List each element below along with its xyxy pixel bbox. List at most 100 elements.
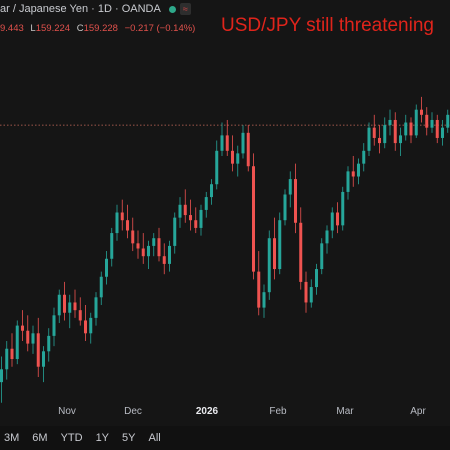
candle-body <box>162 256 166 264</box>
candle-body <box>404 122 408 136</box>
candle-body <box>52 315 56 336</box>
candle-body <box>0 369 3 383</box>
candle-body <box>168 245 171 264</box>
candle-body <box>131 230 135 244</box>
candle-body <box>189 215 192 221</box>
range-6m-button[interactable]: 6M <box>32 432 48 444</box>
candle-body <box>288 179 292 195</box>
candle-body <box>136 243 140 249</box>
range-ytd-button[interactable]: YTD <box>60 432 83 444</box>
time-label-dec: Dec <box>124 406 142 417</box>
candle-body <box>278 220 282 270</box>
candle-body <box>435 119 439 138</box>
candle-body <box>5 348 9 370</box>
candle-body <box>299 222 303 282</box>
candle-body <box>241 132 245 154</box>
candle-body <box>115 212 119 234</box>
candle-body <box>409 122 413 136</box>
candle-body <box>273 238 276 270</box>
range-all-button[interactable]: All <box>148 432 161 444</box>
candle-body <box>26 330 30 344</box>
candle-body <box>147 245 150 257</box>
candle-body <box>294 179 297 223</box>
candle-body <box>220 135 224 151</box>
candle-body <box>246 132 250 167</box>
candles-group <box>0 96 450 403</box>
candle-body <box>383 125 387 144</box>
candle-body <box>152 238 156 246</box>
candle-body <box>372 127 376 138</box>
candle-body <box>42 351 45 367</box>
candle-body <box>367 127 371 151</box>
symbol-name[interactable]: ar / Japanese Yen · 1D · OANDA <box>0 3 161 15</box>
candle-body <box>336 212 339 226</box>
candle-body <box>225 135 229 151</box>
range-bar: 3M 6M YTD 1Y 5Y All <box>0 426 450 450</box>
chart-type-tag[interactable]: ≈ <box>179 3 191 15</box>
time-axis[interactable]: Nov Dec 2026 Feb Mar Apr <box>0 400 450 422</box>
candle-body <box>21 325 24 331</box>
ohlc-close-value: 159.228 <box>83 23 118 34</box>
candle-body <box>315 269 318 288</box>
candlestick-chart[interactable] <box>0 0 450 430</box>
candle-body <box>357 163 360 177</box>
candle-body <box>425 114 429 128</box>
candle-body <box>126 220 129 231</box>
range-5y-button[interactable]: 5Y <box>122 432 136 444</box>
candle-body <box>304 281 308 303</box>
candle-body <box>215 150 219 185</box>
time-label-mar: Mar <box>336 406 354 417</box>
time-label-2026: 2026 <box>195 406 219 417</box>
ohlc-label: C <box>76 23 84 34</box>
time-label-nov: Nov <box>58 406 76 417</box>
symbol-legend[interactable]: ar / Japanese Yen · 1D · OANDA ≈ <box>0 3 191 15</box>
candle-body <box>378 137 381 144</box>
candle-body <box>267 238 271 293</box>
candle-body <box>105 258 108 277</box>
candle-body <box>330 212 334 231</box>
candle-body <box>351 171 355 177</box>
candle-body <box>399 135 402 144</box>
candle-body <box>446 114 450 128</box>
candle-body <box>441 127 444 138</box>
candle-body <box>320 243 324 270</box>
candle-body <box>210 184 213 198</box>
candle-body <box>231 150 234 164</box>
candle-body <box>178 204 182 218</box>
candle-body <box>110 233 114 259</box>
candle-body <box>15 325 19 360</box>
candle-body <box>388 119 392 126</box>
candle-body <box>89 317 93 334</box>
candle-body <box>430 119 434 128</box>
candle-body <box>36 333 40 367</box>
ohlc-change-value: −0.217 (−0.14%) <box>124 23 196 34</box>
candle-body <box>183 204 187 216</box>
candle-body <box>362 150 366 164</box>
candle-body <box>236 153 240 164</box>
candle-body <box>204 197 208 210</box>
candle-body <box>31 333 35 344</box>
candle-body <box>173 217 177 246</box>
candle-body <box>252 166 255 272</box>
candle-body <box>341 191 345 226</box>
candle-body <box>414 109 418 136</box>
range-3m-button[interactable]: 3M <box>4 432 20 444</box>
candle-body <box>120 212 124 221</box>
market-status-dot-icon <box>168 5 176 13</box>
ohlc-readout: 9.443 L159.224 C159.228 −0.217 (−0.14%) <box>0 23 199 34</box>
candle-body <box>57 294 61 316</box>
candle-body <box>262 292 266 308</box>
time-label-feb: Feb <box>269 406 287 417</box>
candle-body <box>157 238 161 257</box>
candle-body <box>63 294 66 313</box>
candle-body <box>68 302 72 313</box>
candle-body <box>346 171 350 192</box>
candle-body <box>257 271 261 308</box>
candle-body <box>84 320 87 334</box>
candle-body <box>141 248 145 257</box>
candle-body <box>94 297 98 318</box>
ohlc-high-value: 9.443 <box>0 23 24 34</box>
ohlc-low-value: 159.224 <box>35 23 71 34</box>
range-1y-button[interactable]: 1Y <box>95 432 110 444</box>
headline-annotation: USD/JPY still threatening <box>221 15 434 36</box>
